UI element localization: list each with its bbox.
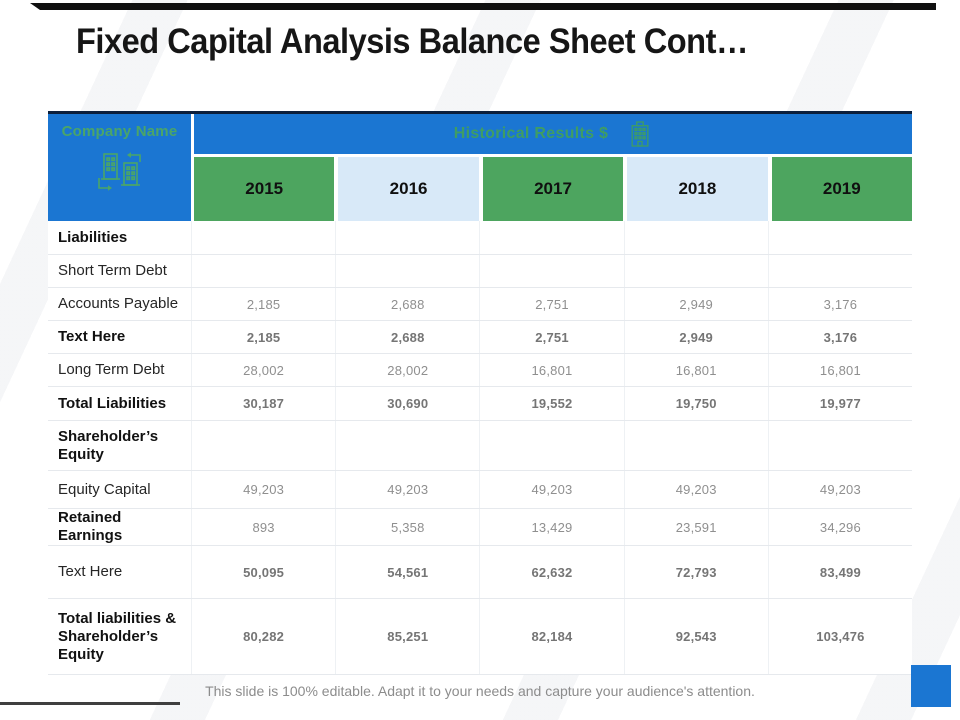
row-value-2016 [335,255,479,287]
row-value-2019 [767,221,912,254]
row-value-2018: 2,949 [623,321,768,353]
row-value-2019: 103,476 [767,599,912,674]
row-value-2019: 83,499 [767,546,912,598]
row-label: Equity Capital [58,480,151,498]
row-value-2018: 49,203 [623,471,768,508]
table-body: Liabilities Short Term Debt Accounts Pay… [48,221,912,675]
header-right-block: Historical Results $ 2015 [194,114,912,221]
buildings-transfer-icon [95,150,145,192]
table-row: Retained Earnings 893 5,358 13,429 23,59… [48,509,912,546]
row-value-2015: 28,002 [191,354,335,386]
table-header: Company Name [48,114,912,221]
row-value-2016: 49,203 [335,471,479,508]
table-row: Text Here 50,095 54,561 62,632 72,793 83… [48,546,912,599]
row-value-2015: 49,203 [191,471,335,508]
row-value-2017: 19,552 [479,387,623,420]
row-value-2019 [767,255,912,287]
row-value-2018 [623,255,768,287]
footer-note: This slide is 100% editable. Adapt it to… [205,683,755,699]
table-row: Long Term Debt 28,002 28,002 16,801 16,8… [48,354,912,387]
row-value-2017 [479,255,623,287]
row-value-2016: 2,688 [335,288,479,320]
row-label: Total Liabilities [58,394,167,412]
row-value-2017 [479,421,623,470]
row-value-2015 [191,221,335,254]
row-value-2017 [479,221,623,254]
row-value-2015: 2,185 [191,288,335,320]
year-header-cell: 2015 [194,157,335,221]
row-value-2018: 19,750 [623,387,768,420]
row-value-2016 [335,221,479,254]
table-row: Equity Capital 49,203 49,203 49,203 49,2… [48,471,912,509]
row-value-2017: 16,801 [479,354,623,386]
row-value-2015 [191,421,335,470]
row-value-2015 [191,255,335,287]
table-row: Short Term Debt [48,255,912,288]
row-value-2019: 16,801 [767,354,912,386]
row-label: Accounts Payable [58,295,179,312]
year-header-cell: 2016 [338,157,479,221]
year-header-cell: 2018 [627,157,768,221]
row-value-2018 [623,221,768,254]
row-value-2018: 72,793 [623,546,768,598]
row-value-2016: 85,251 [335,599,479,674]
table-row: Liabilities [48,221,912,255]
row-value-2018: 23,591 [623,509,768,545]
row-value-2018: 16,801 [623,354,768,386]
row-label: Liabilities [58,228,128,246]
row-value-2017: 82,184 [479,599,623,674]
row-value-2015: 2,185 [191,321,335,353]
row-value-2015: 893 [191,509,335,545]
row-value-2018: 92,543 [623,599,768,674]
row-value-2015: 50,095 [191,546,335,598]
row-value-2019: 3,176 [767,288,912,320]
bottom-right-accent-square [911,665,951,707]
row-label: Text Here [58,328,126,345]
year-header-row: 2015 2016 2017 2018 2019 [194,157,912,221]
company-name-label: Company Name [61,123,178,140]
row-value-2015: 30,187 [191,387,335,420]
row-value-2019: 34,296 [767,509,912,545]
row-value-2017: 2,751 [479,321,623,353]
historical-results-banner: Historical Results $ [194,114,912,154]
bottom-left-accent-line [0,702,180,705]
row-value-2017: 62,632 [479,546,623,598]
table-row: Text Here 2,185 2,688 2,751 2,949 3,176 [48,321,912,354]
row-label: Short Term Debt [58,262,167,279]
row-value-2019: 49,203 [767,471,912,508]
row-value-2016: 28,002 [335,354,479,386]
company-name-header-cell: Company Name [48,114,191,221]
year-header-cell: 2017 [482,157,624,221]
row-value-2019: 3,176 [767,321,912,353]
row-value-2017: 13,429 [479,509,623,545]
table-row: Accounts Payable 2,185 2,688 2,751 2,949… [48,288,912,321]
building-icon [628,120,652,148]
row-label: Retained Earnings [58,509,123,544]
balance-sheet-table: Company Name [48,111,912,675]
row-value-2018 [623,421,768,470]
table-row: Total Liabilities 30,187 30,690 19,552 1… [48,387,912,421]
row-value-2016: 30,690 [335,387,479,420]
table-row: Total liabilities & Shareholder’s Equity… [48,599,912,675]
row-value-2019: 19,977 [767,387,912,420]
row-value-2017: 2,751 [479,288,623,320]
table-row: Shareholder’s Equity [48,421,912,471]
row-value-2016: 54,561 [335,546,479,598]
year-header-cell: 2019 [771,157,912,221]
row-value-2019 [767,421,912,470]
row-value-2016: 2,688 [335,321,479,353]
row-value-2017: 49,203 [479,471,623,508]
row-value-2015: 80,282 [191,599,335,674]
row-label: Long Term Debt [58,361,165,378]
historical-results-label: Historical Results $ [453,125,609,142]
row-label: Total liabilities & Shareholder’s Equity [58,609,177,663]
row-value-2016 [335,421,479,470]
row-label: Shareholder’s Equity [58,427,159,463]
top-accent-bar [30,3,936,10]
row-label: Text Here [58,563,123,580]
row-value-2018: 2,949 [623,288,768,320]
page-title: Fixed Capital Analysis Balance Sheet Con… [76,22,749,61]
row-value-2016: 5,358 [335,509,479,545]
